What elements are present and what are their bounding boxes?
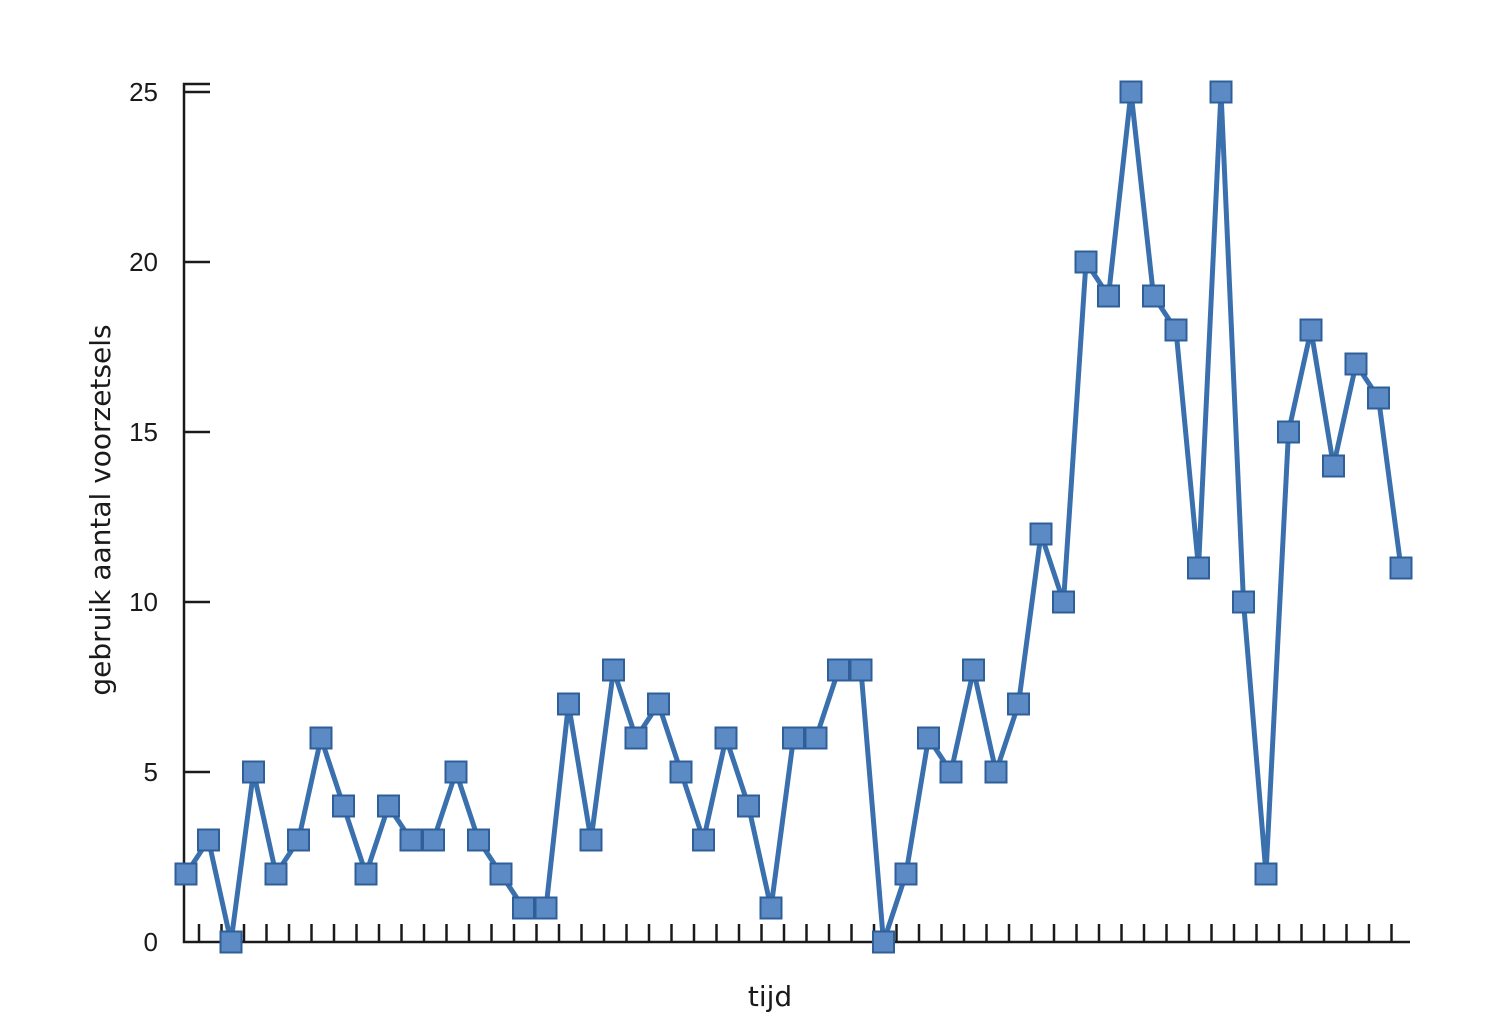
data-point (399, 828, 423, 852)
y-axis-label: gebruik aantal voorzetsels (84, 324, 117, 695)
data-point (1232, 590, 1255, 614)
data-point (1119, 80, 1143, 104)
data-point (849, 658, 873, 682)
data-point (1007, 692, 1030, 716)
data-point (512, 896, 535, 920)
data-point (1299, 318, 1323, 342)
data-point (1097, 284, 1120, 308)
data-point (1277, 420, 1300, 444)
data-point (1052, 590, 1075, 614)
y-tick-label: 0 (144, 927, 158, 957)
data-point (1344, 352, 1368, 376)
data-point (579, 828, 603, 852)
data-point (1074, 250, 1098, 274)
data-point (1142, 284, 1165, 308)
x-axis-label: tijd (748, 980, 792, 1013)
data-point (692, 828, 715, 852)
data-point (1164, 318, 1188, 342)
data-point (467, 828, 490, 852)
series-line (183, 89, 1404, 945)
data-point (1254, 862, 1278, 886)
data-point (242, 760, 265, 784)
data-point (444, 760, 468, 784)
data-point (782, 726, 805, 750)
data-point (557, 692, 580, 716)
data-point (287, 828, 310, 852)
data-point (219, 930, 243, 954)
plot-area (174, 80, 1413, 954)
data-point (309, 726, 333, 750)
data-point (804, 726, 828, 750)
data-point (759, 896, 783, 920)
data-point (962, 658, 985, 682)
data-point (669, 760, 693, 784)
x-axis-ticks (197, 924, 1393, 942)
data-point (197, 828, 220, 852)
data-point (1209, 80, 1233, 104)
data-point (332, 794, 355, 818)
data-point (984, 760, 1008, 784)
data-point (602, 658, 625, 682)
data-point (647, 692, 670, 716)
data-point (1029, 522, 1053, 546)
data-point (1367, 386, 1390, 410)
y-tick-label: 25 (129, 77, 158, 107)
data-point (264, 862, 288, 886)
data-point (939, 760, 963, 784)
data-point (894, 862, 918, 886)
data-point (872, 930, 895, 954)
data-point (1389, 556, 1413, 580)
data-point (422, 828, 445, 852)
data-point (354, 862, 378, 886)
data-point (377, 794, 400, 818)
data-point (714, 726, 738, 750)
data-point (174, 862, 198, 886)
data-point (489, 862, 513, 886)
y-tick-label: 15 (129, 417, 158, 447)
y-tick-label: 5 (144, 757, 158, 787)
data-point (624, 726, 648, 750)
data-point (1187, 556, 1210, 580)
data-point (1322, 454, 1345, 478)
data-point (917, 726, 940, 750)
data-point (827, 658, 850, 682)
y-axis-ticks: 0 5 10 15 20 25 (129, 77, 210, 957)
data-point (737, 794, 760, 818)
axis-frame (182, 82, 1410, 944)
y-tick-label: 10 (129, 587, 158, 617)
axes (182, 82, 1410, 944)
data-point (534, 896, 558, 920)
y-tick-label: 20 (129, 247, 158, 277)
